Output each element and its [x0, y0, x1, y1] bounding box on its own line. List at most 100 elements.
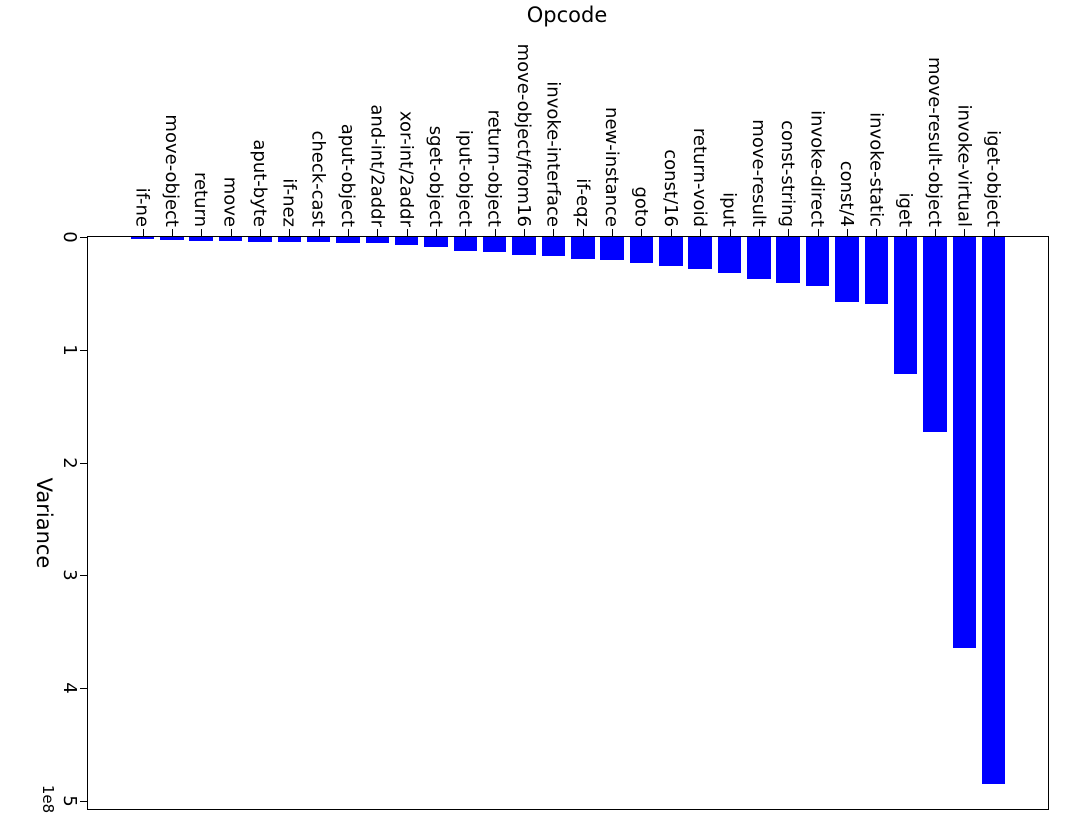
bar [981, 237, 1006, 784]
value-tick-mark [80, 237, 87, 238]
category-tick-label: invoke-interface [542, 81, 564, 227]
category-tick-label: move-object [160, 114, 182, 227]
value-tick-label: 5 [59, 795, 80, 807]
category-tick-mark [318, 229, 320, 236]
value-tick-label: 1 [59, 344, 80, 356]
axis-scale-offset-label: 1e8 [39, 784, 57, 814]
category-tick-label: sget-object [425, 125, 446, 227]
bar [130, 237, 155, 240]
category-tick-label: return-void [689, 127, 711, 227]
bar [248, 237, 272, 242]
category-tick-mark [142, 229, 144, 236]
category-tick-mark [406, 229, 408, 236]
category-tick-label: return-object [483, 109, 505, 227]
category-tick-mark [230, 229, 232, 236]
bar [306, 237, 331, 243]
category-tick-mark [524, 229, 526, 236]
bar [893, 237, 918, 375]
category-tick-mark [289, 229, 291, 236]
category-tick-mark [993, 229, 995, 236]
category-tick-label: const/16 [659, 149, 681, 227]
bar [453, 237, 478, 251]
bar [952, 237, 977, 648]
category-tick-label: move-result-object [923, 57, 945, 227]
category-tick-mark [171, 229, 173, 236]
bar [659, 237, 683, 266]
value-tick-label: 2 [59, 456, 80, 469]
category-tick-mark [582, 229, 584, 236]
bar [571, 237, 595, 260]
bar [218, 237, 243, 241]
category-tick-label: const-string [777, 120, 799, 227]
bar [776, 237, 800, 284]
category-tick-label: and-int/2addr [366, 104, 388, 227]
category-tick-mark [846, 229, 848, 236]
category-tick-mark [758, 229, 760, 236]
category-tick-label: check-cast [307, 130, 329, 227]
bar [864, 237, 888, 304]
category-tick-mark [465, 229, 467, 236]
category-axis-title: Opcode [526, 3, 608, 27]
category-tick-mark [817, 229, 819, 236]
bar [541, 237, 566, 257]
category-tick-label: move-object/from16 [513, 43, 535, 227]
bar [835, 237, 859, 302]
category-tick-label: if-nez [278, 178, 300, 227]
category-tick-label: if-eqz [571, 178, 593, 227]
category-tick-mark [700, 229, 702, 236]
bar [923, 237, 947, 433]
category-tick-mark [964, 229, 966, 236]
bar [365, 237, 390, 243]
bar [277, 237, 301, 242]
category-tick-mark [876, 229, 878, 236]
value-tick-mark [80, 688, 87, 690]
category-tick-label: move-result [747, 119, 769, 227]
bar [805, 237, 830, 286]
bar [717, 237, 742, 273]
category-tick-mark [641, 229, 643, 236]
category-tick-label: aput-byte [248, 139, 270, 227]
category-tick-mark [377, 229, 379, 236]
value-axis-label: Variance [32, 477, 56, 569]
value-tick-label: 3 [59, 569, 80, 582]
plot-area [80, 229, 1049, 810]
category-tick-label: iget-object [982, 130, 1004, 227]
category-tick-mark [788, 229, 790, 236]
category-tick-label: iget [894, 192, 916, 227]
category-tick-label: const/4 [835, 160, 857, 227]
category-tick-label: goto [630, 186, 652, 227]
category-tick-mark [436, 229, 437, 236]
category-tick-label: iput [718, 192, 740, 227]
category-tick-label: invoke-direct [806, 110, 828, 227]
bar [424, 237, 448, 248]
bar [189, 237, 213, 241]
value-tick-mark [80, 349, 87, 351]
bar [336, 237, 360, 243]
bar [482, 237, 507, 253]
value-tick-label: 4 [59, 682, 80, 694]
category-tick-mark [553, 229, 555, 236]
category-tick-label: xor-int/2addr [395, 110, 417, 227]
bar [747, 237, 771, 279]
category-tick-mark [729, 229, 731, 236]
category-tick-mark [670, 229, 672, 236]
category-tick-label: invoke-virtual [953, 104, 975, 228]
bar [688, 237, 712, 270]
category-tick-mark [612, 229, 614, 236]
category-tick-mark [259, 229, 261, 236]
category-tick-mark [934, 229, 936, 236]
value-tick-label: 0 [59, 231, 80, 243]
category-tick-mark [201, 229, 203, 236]
value-tick-mark [80, 801, 87, 802]
category-tick-mark [347, 229, 349, 236]
category-tick-label: iput-object [454, 129, 476, 227]
category-tick-label: aput-object [336, 123, 358, 227]
category-tick-label: return [190, 171, 212, 227]
bar [600, 237, 624, 261]
category-tick-mark [494, 229, 496, 236]
value-tick-mark [80, 575, 87, 577]
bar [394, 237, 419, 245]
category-tick-label: invoke-static [865, 112, 887, 227]
category-tick-label: if-ne [131, 187, 153, 227]
